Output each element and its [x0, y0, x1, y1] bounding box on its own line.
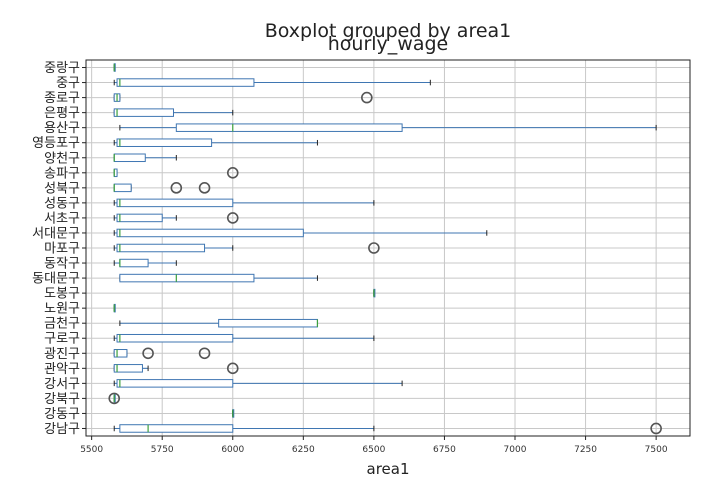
y-tick-label: 강북구 [44, 392, 80, 407]
y-axis-ticks: 중랑구중구종로구은평구용산구영등포구양천구송파구성북구성동구서초구서대문구마포구… [32, 61, 86, 437]
box-2 [113, 78, 431, 87]
outlier-point [142, 347, 154, 360]
y-tick-label: 도봉구 [44, 287, 80, 302]
box-21 [113, 362, 239, 375]
y-tick-label: 송파구 [44, 166, 80, 181]
outlier-point [368, 242, 380, 254]
y-tick-label: 은평구 [44, 106, 80, 121]
box-23 [108, 392, 121, 405]
x-tick-label: 6250 [292, 445, 315, 455]
y-tick-label: 광진구 [44, 347, 80, 362]
box-14 [113, 258, 177, 268]
box-iqr [119, 258, 149, 268]
box-iqr [116, 213, 163, 223]
x-tick-label: 5750 [151, 445, 174, 455]
y-tick-label: 영등포구 [32, 136, 80, 151]
box-5 [119, 123, 657, 132]
y-tick-label: 중구 [56, 76, 80, 91]
box-iqr [113, 108, 174, 117]
x-tick-label: 7000 [504, 445, 527, 455]
outlier-point [170, 182, 183, 194]
outlier-point [198, 347, 211, 360]
box-iqr [116, 78, 255, 87]
box-22 [113, 379, 403, 388]
y-tick-label: 동대문구 [32, 272, 80, 287]
box-8 [113, 167, 239, 179]
y-tick-label: 성북구 [44, 181, 80, 196]
y-tick-label: 관악구 [44, 362, 80, 377]
y-tick-label: 강서구 [44, 377, 80, 392]
box-3 [113, 91, 373, 104]
box-18 [119, 318, 319, 328]
y-tick-label: 서초구 [44, 211, 80, 226]
box-20 [113, 347, 211, 360]
y-tick-label: 중랑구 [44, 61, 80, 76]
outlier-point [226, 167, 239, 179]
y-tick-label: 마포구 [44, 242, 80, 257]
box-25 [113, 422, 662, 435]
box-iqr [116, 228, 304, 238]
chart-title: Boxplot grouped by area1 [265, 20, 512, 42]
y-tick-label: 노원구 [44, 302, 80, 317]
box-9 [113, 182, 211, 194]
box-iqr [113, 364, 143, 373]
x-axis-label: area1 [367, 460, 410, 478]
x-tick-label: 5500 [80, 445, 103, 455]
box-iqr [116, 138, 213, 147]
x-tick-label: 6500 [362, 445, 385, 455]
y-tick-label: 동작구 [44, 257, 80, 272]
box-24 [232, 409, 235, 418]
outlier-point [226, 362, 239, 375]
box-iqr [113, 183, 132, 193]
box-iqr [116, 243, 206, 253]
box-iqr [218, 318, 318, 328]
outlier-point [226, 212, 239, 224]
x-tick-label: 6000 [221, 445, 244, 455]
y-tick-label: 용산구 [44, 121, 80, 136]
x-tick-label: 7500 [645, 445, 668, 455]
box-iqr [119, 273, 255, 283]
box-17 [113, 303, 116, 313]
box-1 [113, 63, 116, 72]
box-13 [113, 242, 380, 254]
chart-subtitle: hourly_wage [328, 33, 448, 55]
box-4 [113, 108, 234, 117]
x-tick-label: 7250 [574, 445, 597, 455]
box-iqr [175, 123, 403, 132]
y-tick-label: 강동구 [44, 407, 80, 422]
outlier-point [650, 422, 662, 435]
box-16 [373, 288, 376, 298]
y-tick-label: 종로구 [44, 91, 80, 106]
y-tick-label: 구로구 [44, 332, 80, 347]
y-tick-label: 금천구 [44, 317, 80, 332]
box-iqr [116, 198, 234, 208]
box-iqr [116, 379, 234, 388]
box-6 [113, 138, 318, 147]
box-19 [113, 333, 375, 343]
outlier-point [198, 182, 211, 194]
y-tick-label: 성동구 [44, 196, 80, 211]
x-tick-label: 6750 [433, 445, 456, 455]
box-layer [108, 63, 662, 435]
box-11 [113, 212, 239, 224]
y-tick-label: 서대문구 [32, 226, 80, 241]
box-12 [113, 228, 488, 238]
box-10 [113, 198, 375, 208]
box-iqr [113, 153, 146, 163]
box-iqr [119, 424, 234, 433]
x-axis-ticks: 5500 5750 6000 6250 6500 6750 7000 7250 7500 [80, 436, 668, 455]
y-tick-label: 강남구 [44, 422, 80, 437]
box-7 [113, 153, 177, 163]
box-iqr [116, 333, 234, 343]
outlier-point [108, 392, 121, 405]
y-tick-label: 양천구 [44, 151, 80, 166]
box-15 [119, 273, 318, 283]
outlier-point [361, 91, 373, 104]
box-iqr [113, 349, 128, 358]
